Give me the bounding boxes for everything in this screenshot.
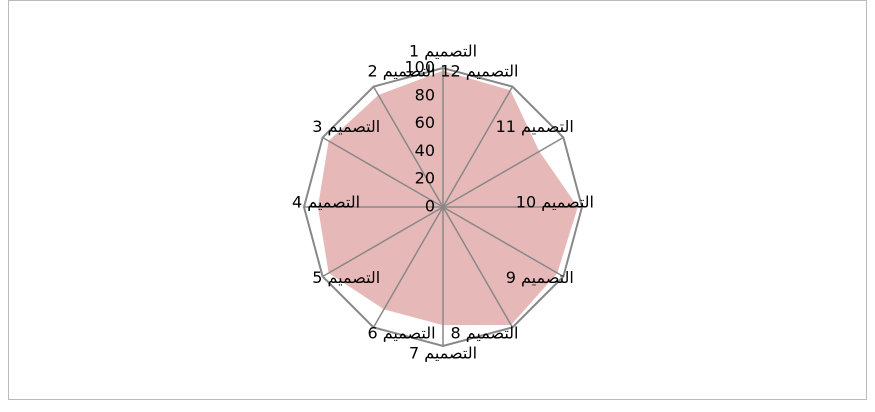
spoke <box>322 206 444 278</box>
category-label: التصميم 8 <box>450 323 518 342</box>
spoke <box>372 206 444 328</box>
spoke <box>442 206 564 278</box>
spoke <box>372 86 444 208</box>
spoke <box>442 136 564 208</box>
category-label: التصميم 6 <box>368 323 436 342</box>
spoke <box>442 206 514 328</box>
y-tick-label: 40 <box>415 141 435 160</box>
y-tick-label: 0 <box>425 197 435 216</box>
spoke <box>322 136 444 208</box>
category-label: التصميم 5 <box>312 268 380 287</box>
category-label: التصميم 4 <box>292 193 360 212</box>
category-label: التصميم 11 <box>496 117 574 136</box>
y-tick-label: 100 <box>404 58 435 77</box>
category-label: التصميم 10 <box>516 193 594 212</box>
y-tick-label: 80 <box>415 85 435 104</box>
category-label: التصميم 2 <box>368 62 436 81</box>
category-label: التصميم 3 <box>312 117 380 136</box>
category-label: التصميم 12 <box>440 62 518 81</box>
spoke <box>442 86 514 208</box>
y-tick-label: 20 <box>415 169 435 188</box>
category-label: التصميم 9 <box>506 268 574 287</box>
category-label: التصميم 7 <box>409 344 477 363</box>
y-tick-label: 60 <box>415 113 435 132</box>
category-label: التصميم 1 <box>409 42 477 61</box>
